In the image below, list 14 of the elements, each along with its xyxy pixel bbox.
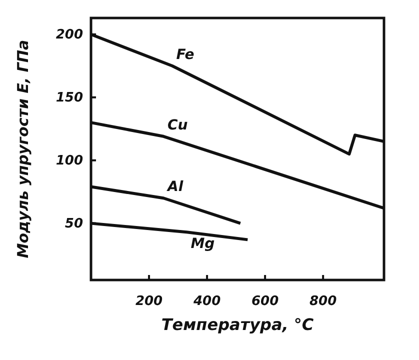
series-label: Fe <box>176 46 194 63</box>
y-tick-label: 200 <box>56 28 83 43</box>
x-tick-label: 600 <box>251 294 279 310</box>
x-axis-title: Температура, °C <box>161 315 314 334</box>
y-axis-title: Модуль упругости E, ГПа <box>14 40 32 258</box>
y-tick-label: 150 <box>56 90 83 106</box>
series-label: Cu <box>168 117 188 134</box>
y-tick-label: 100 <box>56 153 83 168</box>
series-label: Al <box>166 179 184 196</box>
x-tick-label: 200 <box>135 294 163 310</box>
x-tick-label: 800 <box>310 294 337 310</box>
x-tick-label: 400 <box>192 294 221 310</box>
series-label: Mg <box>190 236 215 252</box>
y-tick-label: 50 <box>64 216 83 232</box>
